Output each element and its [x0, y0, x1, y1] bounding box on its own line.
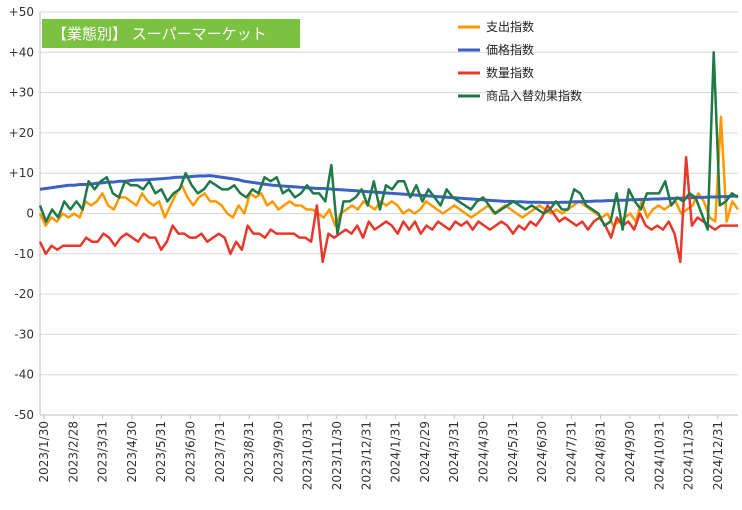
x-tick-label: 2024/2/29 — [418, 421, 432, 483]
y-tick-label: +20 — [9, 126, 34, 140]
title-layer: 【業態別】 スーパーマーケット — [42, 19, 300, 48]
x-tick-label: 2023/10/31 — [301, 421, 315, 490]
y-tick-label: -20 — [14, 287, 34, 301]
x-tick-label: 2024/5/31 — [506, 421, 520, 483]
x-tick-label: 2023/11/30 — [330, 421, 344, 490]
series-line-3 — [38, 51, 739, 235]
x-tick-label: 2024/10/31 — [652, 421, 666, 490]
x-tick-label: 2024/12/31 — [711, 421, 725, 490]
x-tick-label: 2023/6/30 — [184, 421, 198, 483]
x-tick-label: 2023/5/31 — [154, 421, 168, 483]
series-line-1 — [39, 174, 738, 205]
legend-label: 価格指数 — [486, 42, 534, 57]
chart-title: 【業態別】 スーパーマーケット — [52, 25, 267, 43]
x-tick-label: 2023/7/31 — [213, 421, 227, 483]
series-layer — [38, 51, 740, 264]
title-box — [42, 19, 300, 48]
x-tick-label: 2024/6/30 — [535, 421, 549, 483]
x-tick-label: 2023/1/30 — [37, 421, 51, 483]
y-tick-label: -10 — [14, 247, 34, 261]
x-tick-label: 2024/1/31 — [389, 421, 403, 483]
x-tick-label: 2024/9/30 — [623, 421, 637, 483]
x-tick-label: 2023/4/30 — [125, 421, 139, 483]
legend-label: 支出指数 — [486, 19, 534, 34]
legend-label: 商品入替効果指数 — [486, 88, 582, 103]
x-tick-label: 2024/3/31 — [447, 421, 461, 483]
y-tick-label: -40 — [14, 368, 34, 382]
x-tick-label: 2023/3/31 — [96, 421, 110, 483]
x-tick-label: 2023/12/31 — [359, 421, 373, 490]
x-tick-label: 2023/2/28 — [66, 421, 80, 483]
grid-layer — [40, 11, 738, 416]
y-tick-label: +30 — [9, 86, 34, 100]
y-tick-label: 0 — [26, 207, 34, 221]
x-tick-label: 2023/8/31 — [242, 421, 256, 483]
y-tick-label: -30 — [14, 327, 34, 341]
legend-label: 数量指数 — [486, 65, 534, 80]
x-tick-label: 2024/11/30 — [682, 421, 696, 490]
axis-layer: +50 +40 +30 +20 +10 0 -10 -20 -30 -40 -502023/1/30… — [9, 5, 738, 490]
x-tick-label: 2023/9/30 — [271, 421, 285, 483]
x-tick-label: 2024/8/31 — [594, 421, 608, 483]
y-tick-label: -50 — [14, 408, 34, 422]
y-tick-label: +10 — [9, 166, 34, 180]
y-tick-label: +40 — [9, 45, 34, 59]
x-tick-label: 2024/4/30 — [477, 421, 491, 483]
y-tick-label: +50 — [9, 5, 34, 19]
x-tick-label: 2024/7/31 — [564, 421, 578, 483]
